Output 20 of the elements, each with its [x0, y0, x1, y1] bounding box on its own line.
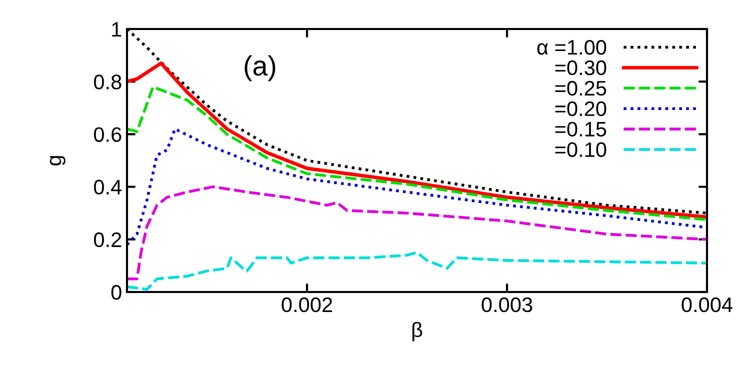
y-tick-label: 0.2 [94, 232, 122, 248]
legend-label: =0.20 [555, 101, 606, 116]
annotation: (a) [244, 55, 276, 82]
x-tick-label: 0.003 [482, 297, 532, 312]
line-series [127, 185, 707, 280]
y-tick-label: 1 [112, 22, 122, 37]
x-tick-label: 0.004 [682, 297, 732, 312]
legend-label: =0.25 [555, 80, 606, 96]
line-series [127, 251, 707, 291]
legend-label: α =1.00 [537, 40, 606, 55]
legend-label: =0.10 [555, 142, 606, 158]
y-tick-label: 0.4 [94, 180, 122, 195]
x-tick-label: 0.002 [282, 297, 332, 312]
legend-label: =0.15 [555, 122, 606, 137]
y-axis-title: g [50, 156, 66, 166]
x-axis-title: β [412, 322, 422, 342]
y-tick-label: 0 [111, 285, 122, 300]
y-tick-label: 0.6 [94, 127, 122, 142]
y-tick-label: 0.8 [94, 74, 122, 90]
legend-label: =0.30 [555, 60, 606, 76]
